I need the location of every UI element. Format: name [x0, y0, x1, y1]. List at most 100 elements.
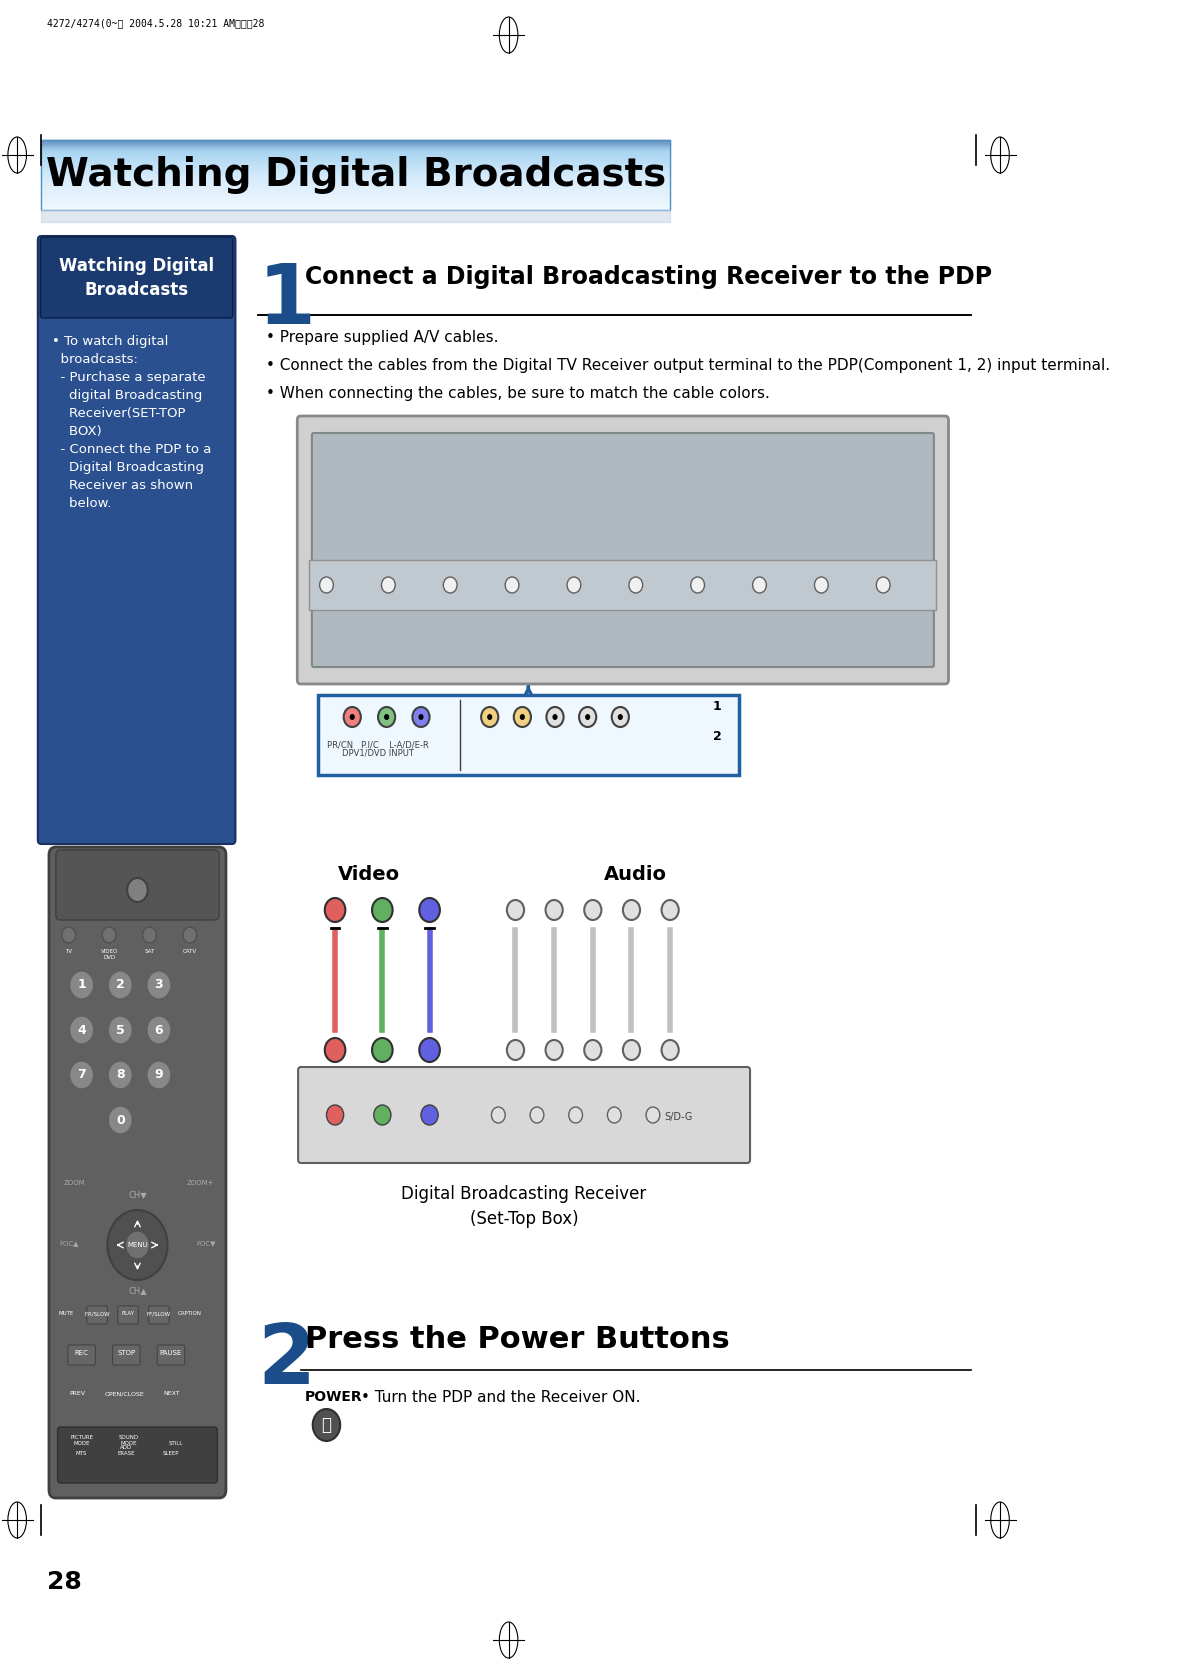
- Text: Press the Power Buttons: Press the Power Buttons: [305, 1324, 729, 1354]
- Text: ZOOM: ZOOM: [64, 1181, 85, 1186]
- Text: 0: 0: [116, 1114, 124, 1127]
- Text: 28: 28: [47, 1570, 82, 1593]
- Text: MENU: MENU: [127, 1242, 148, 1247]
- Circle shape: [127, 878, 148, 902]
- Circle shape: [584, 1040, 601, 1060]
- Circle shape: [327, 1106, 343, 1126]
- Circle shape: [646, 1107, 659, 1122]
- FancyBboxPatch shape: [112, 1344, 140, 1364]
- Circle shape: [530, 1107, 543, 1122]
- Circle shape: [147, 1060, 170, 1089]
- Bar: [309, 559, 937, 610]
- Circle shape: [514, 706, 530, 726]
- Text: PR/CN   P.I/C    L-A/D/E-R: PR/CN P.I/C L-A/D/E-R: [327, 740, 429, 750]
- Text: 8: 8: [116, 1069, 124, 1082]
- Circle shape: [384, 715, 390, 720]
- Circle shape: [102, 927, 116, 944]
- Text: PICTURE
MODE: PICTURE MODE: [70, 1435, 94, 1446]
- Circle shape: [623, 1040, 641, 1060]
- Text: • When connecting the cables, be sure to match the cable colors.: • When connecting the cables, be sure to…: [266, 386, 771, 401]
- Text: 2: 2: [713, 730, 722, 743]
- Circle shape: [184, 927, 197, 944]
- FancyBboxPatch shape: [297, 416, 948, 685]
- Circle shape: [147, 1015, 170, 1044]
- Text: 5: 5: [116, 1024, 124, 1037]
- Circle shape: [481, 706, 498, 726]
- FancyBboxPatch shape: [58, 1426, 218, 1483]
- Circle shape: [618, 715, 623, 720]
- Circle shape: [815, 578, 829, 593]
- Circle shape: [507, 1040, 525, 1060]
- Circle shape: [623, 900, 641, 920]
- Circle shape: [612, 706, 629, 726]
- Text: F.R/SLOW: F.R/SLOW: [84, 1311, 110, 1316]
- Circle shape: [876, 578, 890, 593]
- Text: POWER: POWER: [305, 1389, 362, 1404]
- Text: 6: 6: [155, 1024, 163, 1037]
- Circle shape: [419, 898, 440, 922]
- Text: OPEN/CLOSE: OPEN/CLOSE: [104, 1391, 144, 1396]
- Circle shape: [507, 900, 525, 920]
- Circle shape: [343, 706, 361, 726]
- Text: 3: 3: [155, 979, 163, 992]
- Text: PAUSE: PAUSE: [160, 1349, 182, 1356]
- FancyBboxPatch shape: [38, 235, 236, 843]
- Circle shape: [108, 1015, 133, 1044]
- Circle shape: [585, 715, 591, 720]
- Circle shape: [662, 900, 678, 920]
- Text: MTS: MTS: [76, 1451, 88, 1456]
- Circle shape: [378, 706, 395, 726]
- FancyBboxPatch shape: [56, 850, 219, 920]
- FancyBboxPatch shape: [157, 1344, 185, 1364]
- Text: ADD
ERASE: ADD ERASE: [117, 1445, 135, 1456]
- Circle shape: [349, 715, 355, 720]
- Circle shape: [662, 1040, 678, 1060]
- Text: Watching Digital Broadcasts: Watching Digital Broadcasts: [45, 155, 665, 194]
- Circle shape: [108, 1106, 133, 1134]
- Text: Audio: Audio: [604, 865, 668, 883]
- Circle shape: [553, 715, 558, 720]
- Text: 1: 1: [258, 261, 316, 341]
- Text: Connect a Digital Broadcasting Receiver to the PDP: Connect a Digital Broadcasting Receiver …: [305, 266, 992, 289]
- Text: 2: 2: [258, 1319, 316, 1401]
- Text: CATV: CATV: [182, 949, 197, 954]
- Circle shape: [418, 715, 424, 720]
- Text: Watching Digital
Broadcasts: Watching Digital Broadcasts: [59, 257, 214, 299]
- Text: 9: 9: [155, 1069, 163, 1082]
- Text: 7: 7: [77, 1069, 86, 1082]
- Text: ZOOM+: ZOOM+: [186, 1181, 214, 1186]
- Circle shape: [491, 1107, 506, 1122]
- Circle shape: [568, 1107, 583, 1122]
- Text: Digital Broadcasting Receiver
(Set-Top Box): Digital Broadcasting Receiver (Set-Top B…: [401, 1186, 646, 1227]
- Text: DPV1/DVD INPUT: DPV1/DVD INPUT: [342, 748, 414, 757]
- Text: SOUND
MODE: SOUND MODE: [118, 1435, 139, 1446]
- FancyBboxPatch shape: [40, 237, 233, 317]
- FancyBboxPatch shape: [298, 1067, 749, 1162]
- Text: FOC▲: FOC▲: [59, 1241, 78, 1246]
- Circle shape: [70, 1015, 94, 1044]
- Circle shape: [607, 1107, 622, 1122]
- Circle shape: [546, 1040, 562, 1060]
- Circle shape: [313, 1409, 340, 1441]
- Circle shape: [690, 578, 704, 593]
- Circle shape: [487, 715, 493, 720]
- Circle shape: [629, 578, 643, 593]
- Circle shape: [324, 1039, 346, 1062]
- Text: FOC▼: FOC▼: [197, 1241, 215, 1246]
- Circle shape: [567, 578, 581, 593]
- Circle shape: [546, 900, 562, 920]
- Circle shape: [374, 1106, 391, 1126]
- Text: 1: 1: [713, 700, 722, 713]
- Circle shape: [412, 706, 430, 726]
- Circle shape: [520, 715, 525, 720]
- Circle shape: [579, 706, 597, 726]
- FancyBboxPatch shape: [117, 1306, 139, 1324]
- Text: FF/SLOW: FF/SLOW: [147, 1311, 170, 1316]
- Text: • To watch digital
  broadcasts:
  - Purchase a separate
    digital Broadcastin: • To watch digital broadcasts: - Purchas…: [52, 336, 211, 509]
- Text: Video: Video: [339, 865, 400, 883]
- Text: 2: 2: [116, 979, 124, 992]
- Circle shape: [443, 578, 457, 593]
- Text: S/D-G: S/D-G: [664, 1112, 693, 1122]
- Circle shape: [584, 900, 601, 920]
- Circle shape: [419, 1039, 440, 1062]
